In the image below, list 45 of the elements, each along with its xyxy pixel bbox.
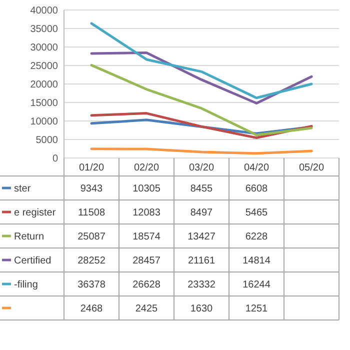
data-label: 26628 xyxy=(132,280,161,290)
data-label: 28457 xyxy=(132,256,161,266)
data-label: 13427 xyxy=(188,232,216,242)
data-label: 2425 xyxy=(135,304,158,314)
y-tick-label: 20000 xyxy=(30,80,58,90)
data-label: 25087 xyxy=(78,232,106,242)
data-label: 14814 xyxy=(242,256,271,266)
y-tick-label: 0 xyxy=(52,154,58,164)
x-tick-label: 05/20 xyxy=(298,162,324,174)
legend-label: ster xyxy=(14,184,32,194)
data-label: 10305 xyxy=(132,184,161,194)
data-label: 36378 xyxy=(78,280,106,290)
y-tick-label: 40000 xyxy=(30,6,58,16)
y-tick-label: 15000 xyxy=(30,98,58,109)
x-tick-label: 03/20 xyxy=(188,162,214,174)
legend-label: Return xyxy=(14,232,44,242)
legend-label: e register xyxy=(14,208,56,218)
data-label: 16244 xyxy=(242,280,271,290)
legend-label: -filing xyxy=(14,280,38,290)
y-tick-label: 35000 xyxy=(30,24,58,35)
y-tick-label: 5000 xyxy=(36,135,58,146)
data-label: 1630 xyxy=(190,304,214,314)
line-series xyxy=(90,64,313,136)
data-label: 6228 xyxy=(245,232,268,242)
x-tick-label: 02/20 xyxy=(134,162,160,174)
x-tick-label: 04/20 xyxy=(244,162,270,174)
data-label: 21161 xyxy=(188,256,216,266)
data-label: 18574 xyxy=(132,232,161,242)
line-series xyxy=(90,22,313,100)
data-label: 28252 xyxy=(78,256,106,266)
data-label: 2468 xyxy=(80,304,104,314)
data-label: 9343 xyxy=(80,184,104,194)
data-label: 8497 xyxy=(190,208,214,218)
x-tick-label: 01/20 xyxy=(78,162,104,174)
data-label: 5465 xyxy=(245,208,268,218)
data-label: 8455 xyxy=(190,184,214,194)
y-tick-label: 30000 xyxy=(30,42,58,54)
data-label: 6608 xyxy=(245,184,268,194)
y-tick-label: 25000 xyxy=(30,61,58,72)
data-label: 11508 xyxy=(78,208,106,218)
legend-label: Certified xyxy=(14,256,52,266)
y-tick-label: 10000 xyxy=(30,116,58,128)
data-label: 23332 xyxy=(188,280,216,290)
data-label: 1251 xyxy=(245,304,268,314)
data-label: 12083 xyxy=(132,208,161,218)
